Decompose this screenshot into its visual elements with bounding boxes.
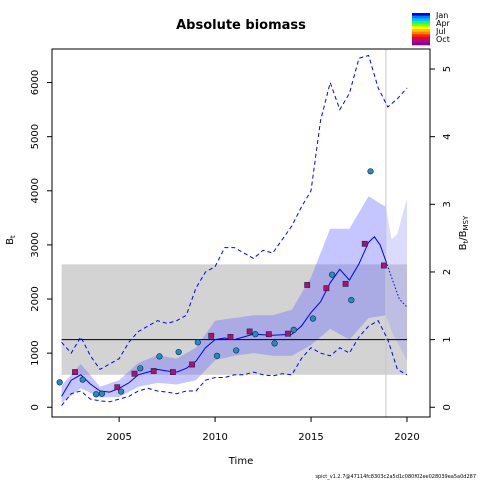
observation-point [208,332,215,339]
series-lower-ci [61,320,408,406]
observation-point [290,326,297,333]
observation-point [117,388,125,395]
plot-content [56,49,408,417]
x-tick-label: 2010 [202,432,227,443]
observation-point [233,347,240,354]
y-tick-label: 0 [30,404,41,410]
observation-point [194,339,201,346]
y-right-tick-label: 4 [442,133,453,139]
plot-frame [51,48,431,418]
legend-color-swatch [412,31,430,35]
y-tick-label: 3000 [30,232,41,257]
y-tick-label: 5000 [30,124,41,149]
observation-point [285,330,291,337]
y-tick-label: 1000 [30,340,41,365]
legend-color-swatch [412,39,430,43]
y-right-tick-label: 1 [442,336,453,342]
observation-point [246,328,253,335]
chart-title: Absolute biomass [176,18,306,33]
legend-color-swatch [412,26,430,30]
observation-point [156,353,163,360]
observation-point [309,315,317,322]
observation-point [348,297,355,304]
y-axis-right-title: Bt/BMSY [458,215,470,250]
legend-color-swatch [412,29,430,32]
observation-point [137,365,144,372]
observation-point [367,168,374,175]
legend-color-swatch [412,13,430,16]
observation-point [169,369,176,375]
observation-point [114,384,121,391]
bmsy-band [61,264,407,375]
observation-point [150,368,157,374]
footer-version-text: spict_v1.2.7@47114fc8303c2a5d1c080f02ee0… [315,474,476,480]
y-axis-left: 0 1000 2000 3000 4000 5000 6000 [30,70,52,410]
observation-point [98,390,105,397]
x-tick-label: 2015 [298,432,323,443]
observation-point [79,376,86,383]
y-axis-left-title: Bt [5,235,17,245]
observation-point [213,352,221,359]
legend-color-swatch [412,37,430,40]
observation-point [56,379,63,386]
y-right-tick-label: 3 [442,201,453,207]
legend-color-swatch [412,15,430,19]
observation-point [252,331,259,338]
legend-color-swatch [412,18,430,22]
y-right-tick-label: 5 [442,66,453,72]
observation-point [361,240,368,247]
observation-point [304,282,311,288]
ci-band-0 [61,196,386,403]
y-tick-label: 6000 [30,70,41,95]
observation-point [342,280,349,287]
y-right-tick-label: 2 [442,269,453,275]
observation-point [227,334,234,340]
y-axis-right: 0 1 2 3 4 5 [430,66,453,410]
legend-color-swatch [412,23,430,27]
x-tick-label: 2020 [394,432,419,443]
observation-point [131,370,138,377]
ci-band-1 [385,198,407,362]
series-upper-ci [61,54,408,371]
legend-color-swatch [412,21,430,24]
legend-label-apr: Apr [436,19,451,28]
observation-point [381,262,387,269]
y-tick-label: 4000 [30,178,41,203]
legend-label-jan: Jan [435,11,448,20]
x-tick-label: 2005 [106,432,131,443]
y-right-tick-label: 0 [442,404,453,410]
y-tick-label: 2000 [30,286,41,311]
observation-point [323,285,330,292]
observation-point [72,369,78,375]
observation-point [189,361,195,368]
series-forecast [385,260,408,308]
observation-point [271,340,278,347]
x-axis: 2005 2010 2015 2020 [106,417,420,443]
observation-point [175,348,182,356]
observation-point [329,271,336,278]
observation-point [265,331,272,338]
legend-label-oct: Oct [436,35,450,44]
legend-color-swatch [412,42,430,46]
observation-point [93,391,100,398]
legend-color-swatch [412,34,430,38]
x-axis-title: Time [228,456,253,467]
legend-label-jul: Jul [435,27,446,36]
